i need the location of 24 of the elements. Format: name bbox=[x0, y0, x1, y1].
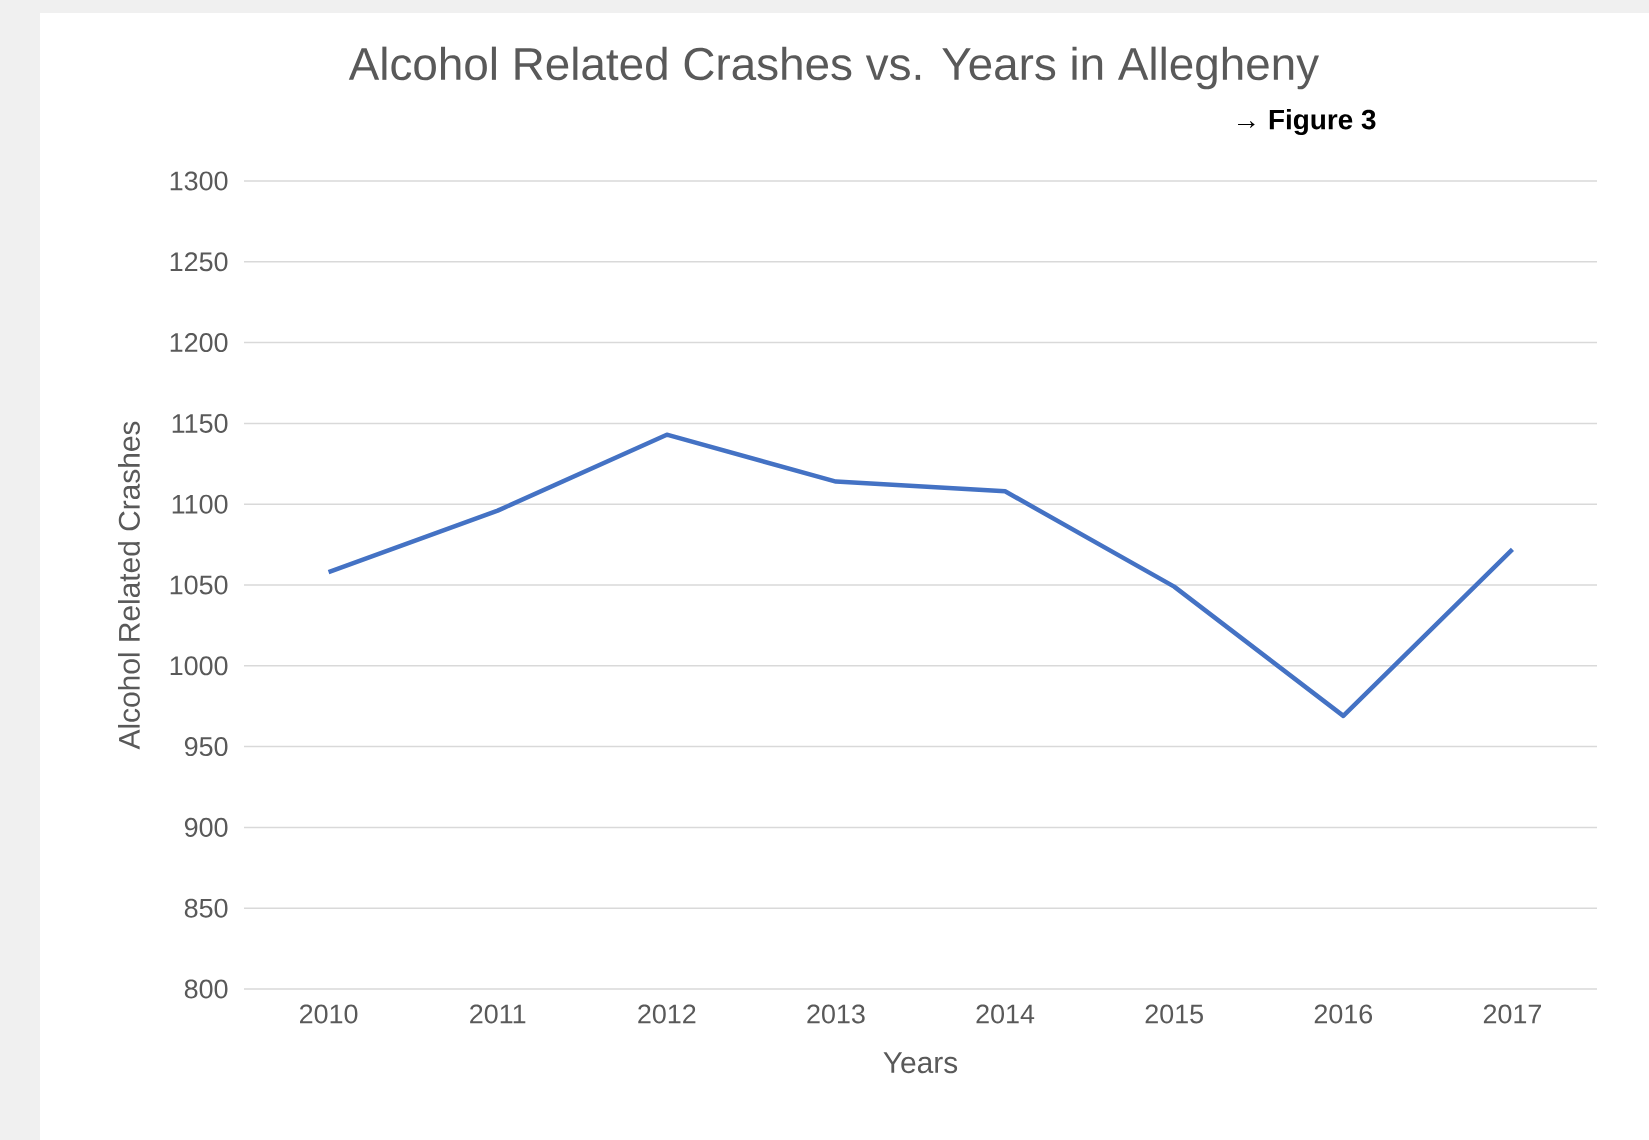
x-axis-title: Years bbox=[883, 1052, 958, 1074]
y-tick-label: 1250 bbox=[170, 252, 228, 272]
chart-title: Alcohol Related Crashes vs. Years in Allegheny bbox=[348, 46, 1319, 90]
x-tick-label: 2011 bbox=[470, 1004, 526, 1024]
y-tick-label: 900 bbox=[184, 817, 228, 837]
y-axis-title: Alcohol Related Crashes bbox=[117, 421, 140, 750]
x-tick-label: 2010 bbox=[300, 1004, 358, 1024]
y-tick-label: 1050 bbox=[170, 575, 228, 595]
y-tick-label: 1100 bbox=[172, 494, 228, 514]
y-tick-label: 1300 bbox=[170, 171, 228, 191]
x-tick-label: 2017 bbox=[1483, 1004, 1541, 1024]
x-tick-label: 2016 bbox=[1314, 1004, 1373, 1024]
y-tick-label: 950 bbox=[184, 737, 228, 757]
line-series bbox=[326, 432, 1515, 719]
y-tick-label: 850 bbox=[184, 898, 228, 918]
text: → Figure 3 bbox=[1238, 108, 1376, 136]
y-tick-label: 1000 bbox=[170, 656, 228, 676]
y-tick-label: 800 bbox=[184, 979, 228, 999]
y-tick-label: 1200 bbox=[170, 333, 228, 353]
x-tick-label: 2013 bbox=[807, 1004, 865, 1024]
x-tick-label: 2012 bbox=[638, 1004, 696, 1024]
y-tick-label: 1150 bbox=[172, 413, 228, 433]
x-tick-label: 2015 bbox=[1145, 1004, 1203, 1024]
x-tick-label: 2014 bbox=[976, 1004, 1035, 1024]
